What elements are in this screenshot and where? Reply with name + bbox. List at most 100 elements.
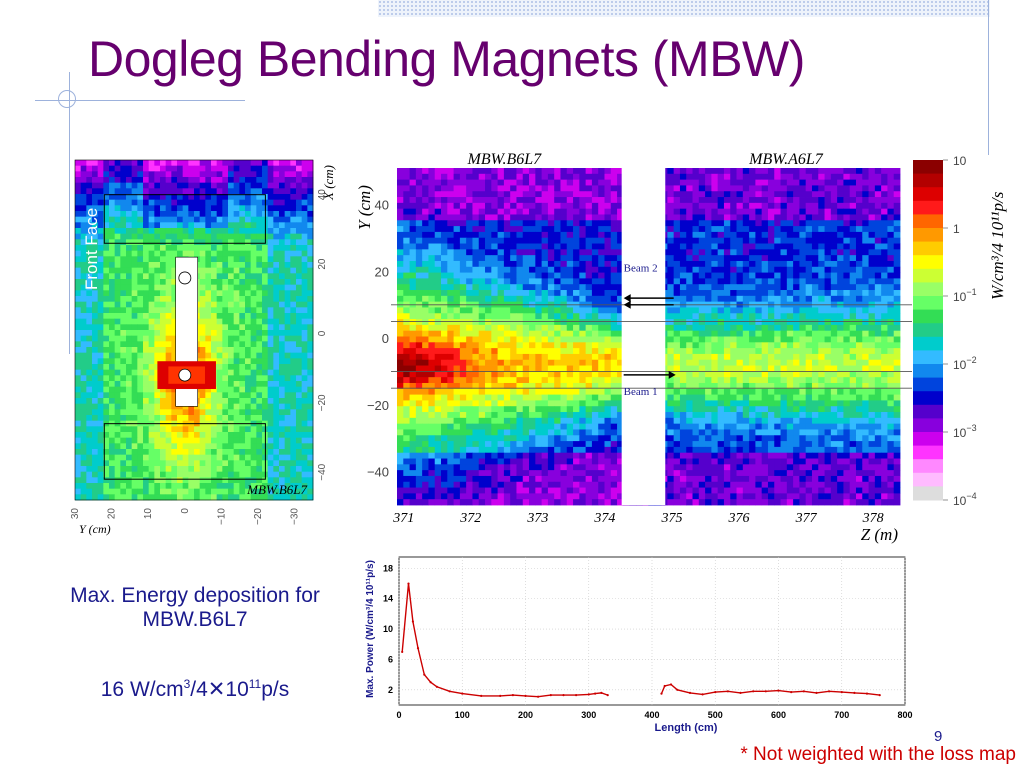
heatmap-cell <box>881 278 888 285</box>
heatmap-cell <box>307 426 314 433</box>
heatmap-cell <box>409 330 417 337</box>
heatmap-cell <box>560 319 568 326</box>
heatmap-cell <box>824 202 832 210</box>
heatmap-cell <box>692 266 700 273</box>
heatmap-cell <box>585 237 593 244</box>
heatmap-cell <box>97 432 104 439</box>
heatmap-cell <box>296 318 303 325</box>
heatmap-cell <box>267 239 274 246</box>
heatmap-cell <box>211 398 218 405</box>
heatmap-cell <box>491 220 498 227</box>
heatmap-cell <box>80 324 87 331</box>
heatmap-cell <box>194 483 201 490</box>
heatmap-cell <box>893 260 901 268</box>
heatmap-cell <box>279 250 286 257</box>
heatmap-cell <box>705 313 712 320</box>
heatmap-cell <box>160 165 167 172</box>
heatmap-cell <box>256 256 263 263</box>
heatmap-cell <box>472 191 480 198</box>
heatmap-cell <box>434 313 442 320</box>
heatmap-cell <box>874 255 882 262</box>
heatmap-cell <box>114 330 121 337</box>
heatmap-cell <box>554 231 561 239</box>
heatmap-cell <box>686 313 693 320</box>
heatmap-cell <box>767 255 775 262</box>
heatmap-cell <box>855 324 863 332</box>
heatmap-cell <box>137 245 144 252</box>
heatmap-cell <box>301 477 308 484</box>
heatmap-cell <box>222 341 229 348</box>
heatmap-cell <box>143 301 150 308</box>
heatmap-cell <box>598 295 605 303</box>
heatmap-cell <box>301 228 308 235</box>
beam-aperture-lower <box>178 368 192 382</box>
heatmap-cell <box>279 256 286 263</box>
heatmap-cell <box>554 173 561 181</box>
heatmap-cell <box>824 324 832 332</box>
heatmap-cell <box>120 381 127 388</box>
heatmap-cell <box>216 256 223 263</box>
heatmap-cell <box>222 307 229 314</box>
heatmap-cell <box>228 205 235 212</box>
heatmap-cell <box>177 250 184 257</box>
heatmap-cell <box>422 307 429 314</box>
heatmap-cell <box>273 160 280 167</box>
heatmap-cell <box>686 336 693 343</box>
heatmap-cell <box>228 364 235 371</box>
heatmap-cell <box>131 160 138 167</box>
heatmap-cell <box>80 381 87 388</box>
heatmap-cell <box>171 483 178 490</box>
heatmap-cell <box>692 307 700 314</box>
heatmap-cell <box>284 188 291 195</box>
heatmap-cell <box>92 381 99 388</box>
heatmap-cell <box>126 352 133 359</box>
heatmap-cell <box>541 295 549 303</box>
heatmap-cell <box>459 197 467 204</box>
heatmap-cell <box>205 386 212 393</box>
heatmap-cell <box>529 173 536 181</box>
heatmap-cell <box>711 185 719 192</box>
heatmap-cell <box>686 330 693 337</box>
heatmap-cell <box>598 324 605 332</box>
heatmap-cell <box>503 214 511 221</box>
heatmap-cell <box>114 443 121 450</box>
heatmap-cell <box>279 392 286 399</box>
heatmap-cell <box>472 168 480 175</box>
heatmap-cell <box>137 369 144 376</box>
heatmap-cell <box>824 330 832 337</box>
heatmap-cell <box>307 194 314 201</box>
heatmap-cell <box>211 222 218 229</box>
heatmap-cell <box>86 432 93 439</box>
heatmap-cell <box>774 295 781 303</box>
heatmap-cell <box>535 330 543 337</box>
heatmap-cell <box>171 262 178 269</box>
heatmap-cell <box>855 249 863 256</box>
heatmap-cell <box>673 278 681 285</box>
heatmap-cell <box>154 386 161 393</box>
heatmap-cell <box>428 185 436 192</box>
heatmap-cell <box>478 284 486 291</box>
heatmap-cell <box>205 290 212 297</box>
heatmap-cell <box>290 324 297 331</box>
heatmap-cell <box>301 398 308 405</box>
heatmap-cell <box>103 324 110 331</box>
heatmap-cell <box>120 211 127 218</box>
heatmap-cell <box>199 205 206 212</box>
heatmap-cell <box>491 185 498 192</box>
heatmap-cell <box>686 226 693 233</box>
heatmap-cell <box>148 273 155 280</box>
heatmap-cell <box>824 260 832 268</box>
heatmap-cell <box>120 415 127 422</box>
heatmap-cell <box>497 179 505 186</box>
heatmap-cell <box>503 278 511 285</box>
heatmap-cell <box>742 284 750 291</box>
heatmap-cell <box>256 352 263 359</box>
heatmap-cell <box>86 335 93 342</box>
heatmap-cell <box>579 342 587 349</box>
heatmap-cell <box>566 185 574 192</box>
heatmap-cell <box>199 460 206 467</box>
heatmap-cell <box>211 216 218 223</box>
heatmap-cell <box>591 208 599 215</box>
heatmap-cell <box>805 243 813 250</box>
heatmap-cell <box>222 324 229 331</box>
